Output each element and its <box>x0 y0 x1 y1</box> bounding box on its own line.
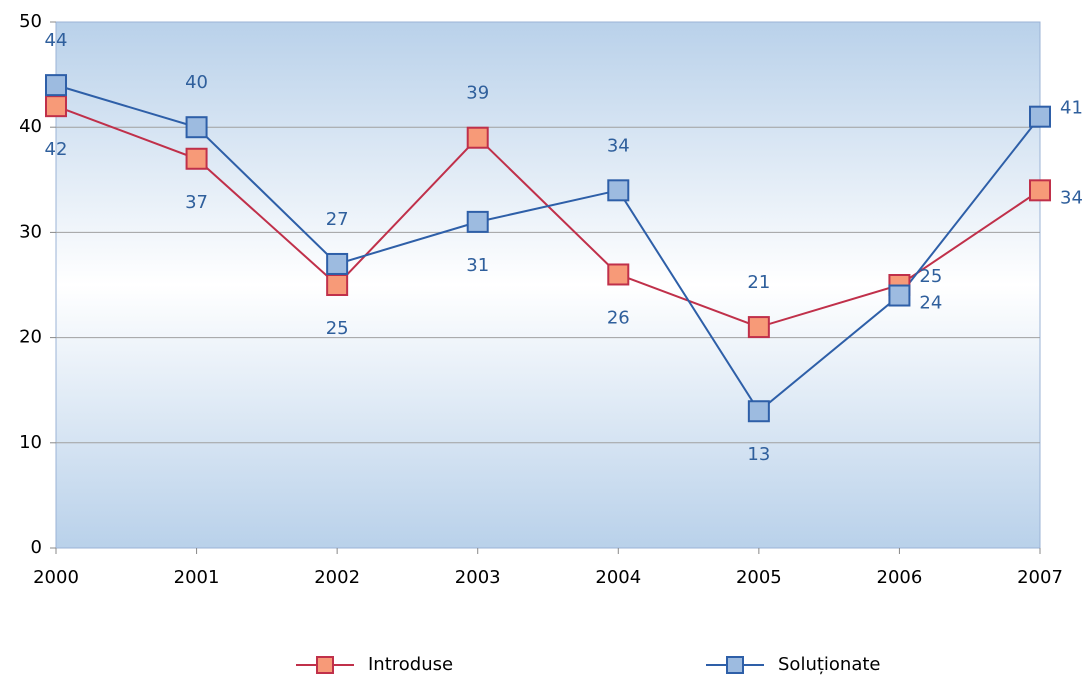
marker <box>1029 105 1051 128</box>
marker <box>466 210 489 233</box>
legend-label: Soluționate <box>778 654 881 675</box>
y-tick-label: 0 <box>31 537 42 558</box>
legend-marker <box>316 656 334 674</box>
x-tick-label: 2005 <box>736 567 782 588</box>
data-label: 42 <box>45 139 68 160</box>
marker <box>747 316 770 339</box>
y-tick-label: 20 <box>19 327 42 348</box>
data-label: 34 <box>1060 187 1083 208</box>
data-label: 34 <box>607 135 630 156</box>
marker <box>185 147 208 170</box>
plot-area <box>55 21 1041 549</box>
marker <box>45 95 67 118</box>
x-tick-label: 2006 <box>877 567 923 588</box>
data-label: 37 <box>185 192 208 213</box>
x-tick-label: 2007 <box>1017 567 1063 588</box>
y-tick-label: 40 <box>19 116 42 137</box>
marker <box>326 252 349 275</box>
y-tick-label: 50 <box>19 11 42 32</box>
data-label: 44 <box>45 30 68 51</box>
x-tick-label: 2000 <box>33 567 79 588</box>
marker <box>888 284 911 307</box>
marker <box>326 274 349 296</box>
y-tick-label: 10 <box>19 432 42 453</box>
x-tick-label: 2003 <box>455 567 501 588</box>
data-label: 27 <box>326 209 349 230</box>
marker <box>1029 179 1051 202</box>
data-label: 39 <box>466 83 489 104</box>
marker <box>185 116 208 139</box>
marker <box>607 263 630 286</box>
data-label: 25 <box>919 266 942 287</box>
data-label: 24 <box>919 293 942 314</box>
data-label: 21 <box>747 272 770 293</box>
marker <box>45 74 67 97</box>
data-label: 26 <box>607 307 630 328</box>
x-tick-label: 2001 <box>174 567 220 588</box>
data-label: 25 <box>326 318 349 339</box>
marker <box>466 126 489 149</box>
legend-label: Introduse <box>368 654 453 675</box>
series-line <box>55 84 1041 413</box>
data-label: 13 <box>747 444 770 465</box>
x-tick-label: 2002 <box>314 567 360 588</box>
legend-marker <box>726 656 744 674</box>
marker <box>747 400 770 423</box>
data-label: 40 <box>185 72 208 93</box>
y-tick-label: 30 <box>19 221 42 242</box>
x-tick-label: 2004 <box>595 567 641 588</box>
data-label: 31 <box>466 255 489 276</box>
marker <box>607 179 630 202</box>
data-label: 41 <box>1060 98 1083 119</box>
